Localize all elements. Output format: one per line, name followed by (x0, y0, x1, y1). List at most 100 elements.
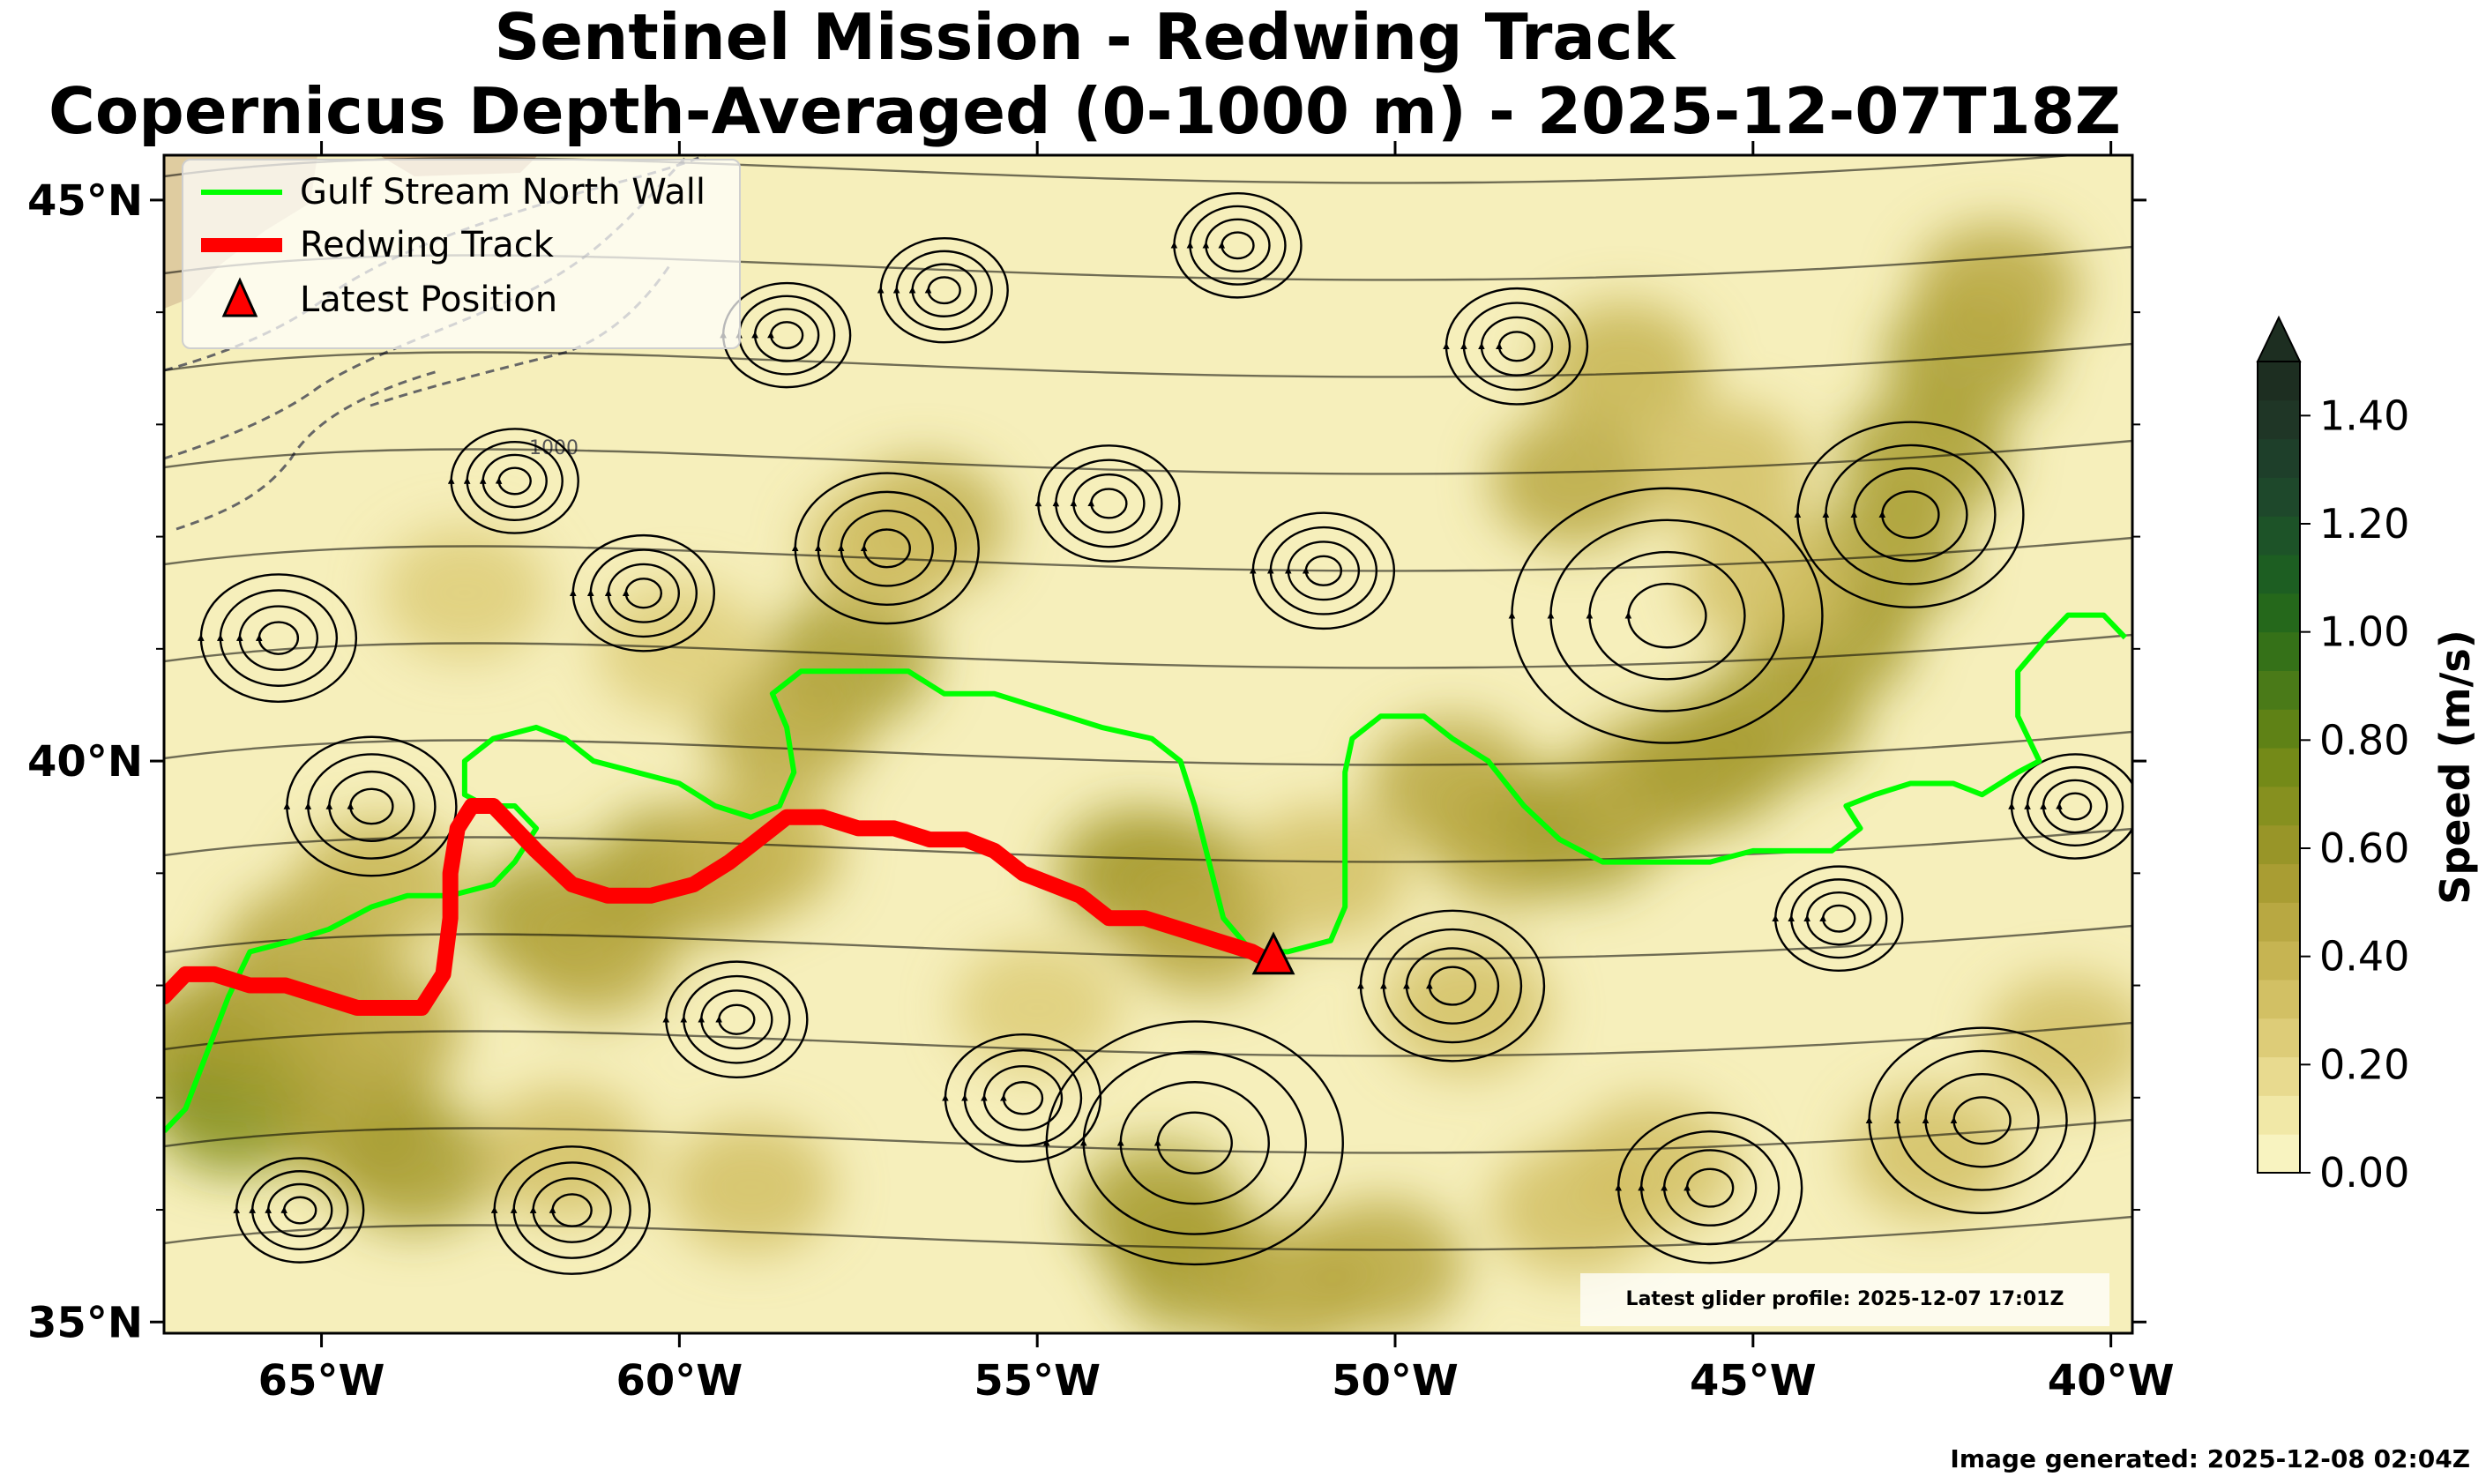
speed-blob (331, 1099, 499, 1232)
streamline (680, 974, 791, 1064)
streamline (698, 989, 773, 1050)
colorbar-segment (2258, 362, 2300, 401)
colorbar-tick-label: 1.40 (2319, 392, 2409, 439)
speed-blob (1640, 403, 1809, 536)
speed-blob (1540, 302, 1708, 435)
triangle-icon (1251, 931, 1295, 975)
streamline (586, 548, 698, 638)
colorbar-segment (2258, 863, 2300, 903)
gulf-stream-north-wall (164, 612, 2128, 1134)
image-generated-timestamp: Image generated: 2025-12-08 02:04Z (1950, 1444, 2470, 1473)
lon-tick-label: 60°W (616, 1356, 743, 1406)
streamline (479, 453, 548, 509)
latest-position-marker (1251, 931, 1295, 975)
streamline (877, 236, 1009, 344)
streamline (1357, 909, 1546, 1063)
colorbar-tick-label: 0.00 (2319, 1149, 2409, 1197)
streamline (1922, 1073, 2040, 1168)
streamline (1496, 331, 1536, 362)
legend-label-redwing-track: Redwing Track (300, 225, 554, 265)
streamline (999, 1081, 1044, 1115)
colorbar-segment (2258, 477, 2300, 517)
streamline (1819, 904, 1856, 933)
speed-blob (1489, 1144, 1658, 1277)
streamline (549, 1193, 593, 1227)
streamline (1772, 865, 1904, 972)
title-line-2: Copernicus Depth-Averaged (0-1000 m) - 2… (48, 74, 2122, 148)
lon-tick-label: 65°W (258, 1356, 385, 1406)
gulf-stream-legend-swatch (201, 190, 282, 195)
colorbar-segment (2258, 1056, 2300, 1096)
streamline (942, 1033, 1102, 1163)
speed-blob (803, 481, 971, 615)
streamline (1116, 1081, 1270, 1205)
streamline (981, 1065, 1064, 1131)
streamline (1788, 878, 1888, 959)
streamline (751, 308, 820, 362)
streamline (164, 1021, 2132, 1057)
colorbar-segment (2258, 1095, 2300, 1135)
legend-label-gulf-stream: Gulf Stream North Wall (300, 172, 706, 213)
streamlines (164, 155, 2132, 1275)
speed-blob (1683, 515, 1852, 648)
streamline (235, 605, 319, 671)
map-legend: Gulf Stream North Wall Redwing Track Lat… (182, 159, 741, 349)
streamline (1070, 473, 1146, 533)
streamline (1624, 582, 1707, 649)
streamline (1661, 1149, 1758, 1227)
streamline (280, 1196, 317, 1225)
streamline (1218, 231, 1255, 260)
streamline (164, 1215, 2132, 1251)
streamline (347, 787, 394, 825)
streamline (1034, 444, 1181, 563)
colorbar-segment (2258, 709, 2300, 749)
streamline (1865, 1026, 2096, 1214)
streamline (164, 924, 2132, 960)
streamline (860, 528, 911, 569)
track-legend-swatch (201, 238, 282, 252)
streamline (233, 1157, 365, 1264)
streamline (164, 342, 2132, 378)
streamline (1822, 444, 1997, 585)
streamline (1508, 487, 1824, 744)
streamline (622, 578, 662, 609)
lat-tick-label: 45°N (27, 176, 143, 226)
streamline (814, 490, 957, 606)
colorbar-segment (2258, 824, 2300, 865)
colorbar-segment (2258, 631, 2300, 671)
streamline (1380, 928, 1523, 1044)
streamline (569, 533, 715, 653)
colorbar-segment (2258, 1018, 2300, 1058)
streamline (510, 1161, 631, 1259)
speed-blob (1239, 807, 1407, 940)
colorbar-segment (2258, 438, 2300, 478)
longitude-ticks: 65°W 60°W 55°W 50°W 45°W 40°W (258, 141, 2175, 1406)
streamline (1425, 966, 1477, 1006)
legend-item-latest-position: Latest Position (183, 273, 739, 326)
streamline (490, 1145, 651, 1275)
lon-tick-label: 40°W (2048, 1356, 2175, 1406)
streamline (495, 466, 532, 496)
latest-profile-annotation: Latest glider profile: 2025-12-07 17:01Z (1580, 1273, 2109, 1326)
speed-blob (674, 784, 842, 917)
streamline (2040, 779, 2109, 834)
colorbar-tick-label: 0.20 (2319, 1040, 2409, 1088)
colorbar-tick-label: 1.00 (2319, 608, 2409, 656)
streamline (325, 770, 415, 843)
lat-tick-label: 35°N (27, 1298, 143, 1347)
streamline (2056, 792, 2093, 821)
streamline (604, 563, 680, 623)
colorbar-segment (2258, 1134, 2300, 1174)
title-line-1: Sentinel Mission - Redwing Track (494, 0, 1676, 74)
streamline (735, 295, 836, 376)
colorbar-segment (2258, 399, 2300, 440)
lon-tick-label: 50°W (1332, 1356, 1459, 1406)
streamline (767, 321, 804, 350)
streamline (164, 536, 2132, 572)
streamline (164, 633, 2132, 669)
streamline (1547, 518, 1785, 712)
speed-field (164, 223, 2132, 1333)
bathymetry-contour (175, 369, 442, 531)
streamline (164, 439, 2132, 475)
